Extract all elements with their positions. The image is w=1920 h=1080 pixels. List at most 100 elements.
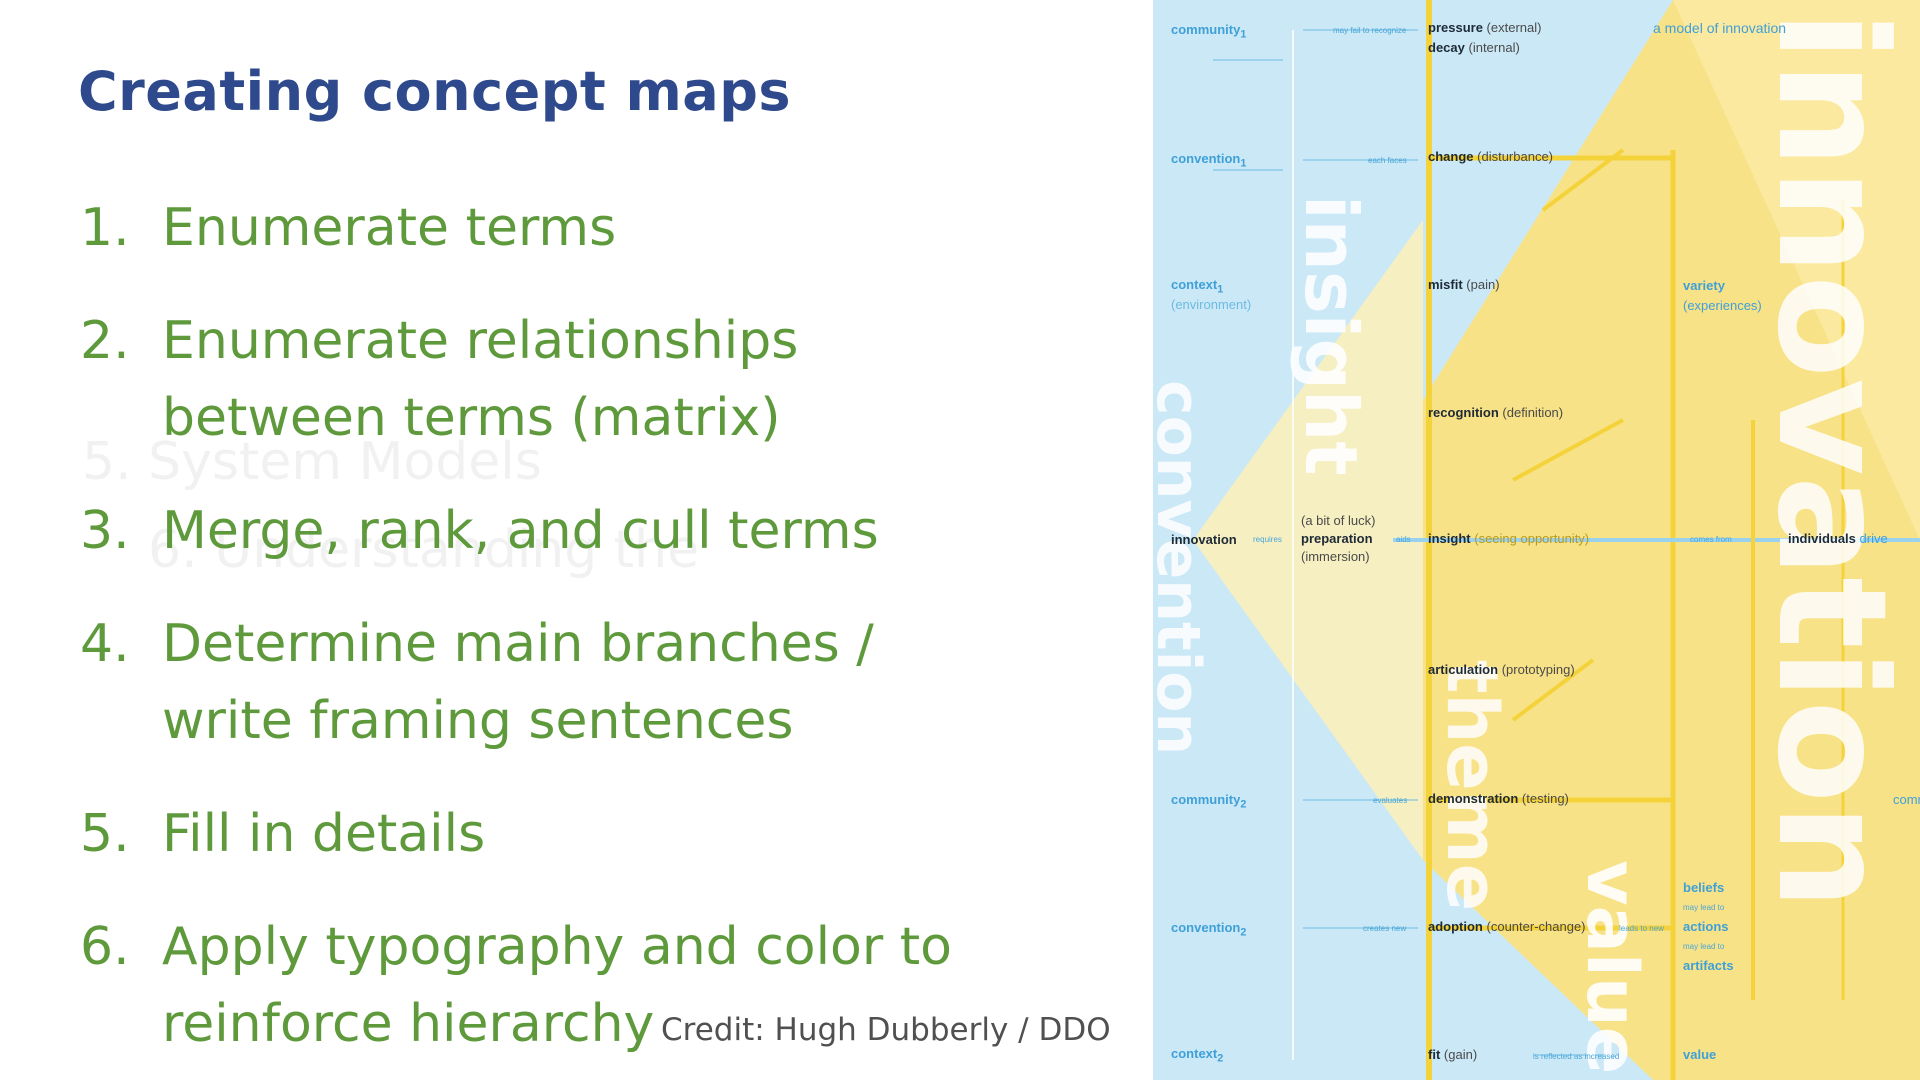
node-community-2-label: community <box>1171 792 1241 807</box>
node-change-label: change <box>1428 149 1474 164</box>
node-adoption: adoption (counter-change) <box>1428 919 1586 934</box>
node-misfit: misfit (pain) <box>1428 277 1500 292</box>
node-context-1-label: context <box>1171 277 1218 292</box>
node-individuals: individuals drive <box>1788 531 1888 546</box>
node-change: change (disturbance) <box>1428 149 1553 164</box>
step-6-number: 6. <box>80 917 130 977</box>
node-beliefs-link: may lead to <box>1683 903 1724 912</box>
node-value: value <box>1683 1047 1716 1062</box>
big-word-theme: theme <box>1431 660 1513 912</box>
node-community-1-sub: 1 <box>1240 28 1247 41</box>
credit-text: Credit: Hugh Dubberly / DDO <box>661 1012 1111 1048</box>
link-may-fail: may fail to recognize <box>1333 26 1406 35</box>
slide-title: Creating concept maps <box>78 60 792 123</box>
node-recognition: recognition (definition) <box>1428 405 1563 420</box>
node-convention-2-sub: 2 <box>1240 926 1247 939</box>
step-3-text: Merge, rank, and cull terms <box>162 493 1100 570</box>
node-variety-label: variety <box>1683 278 1725 293</box>
node-beliefs-link-text: may lead to <box>1683 903 1725 912</box>
node-pressure-label: pressure <box>1428 20 1483 35</box>
step-2-number: 2. <box>80 311 130 371</box>
ghost-text-1: 5. System Models <box>82 432 542 492</box>
link-evaluates-text: evaluates <box>1373 796 1408 805</box>
link-evaluates: evaluates <box>1373 796 1407 805</box>
node-context-1-paren: (environment) <box>1171 297 1251 312</box>
step-3-number: 3. <box>80 501 130 561</box>
big-word-innovation: innovation <box>1744 10 1918 910</box>
step-4-number: 4. <box>80 614 130 674</box>
node-beliefs: beliefs <box>1683 880 1724 895</box>
node-preparation: (a bit of luck) preparation (immersion) <box>1301 512 1375 566</box>
step-2-line-1: Enumerate relationships <box>162 311 799 371</box>
node-context-2: context2 <box>1171 1046 1223 1065</box>
node-fit-label: fit <box>1428 1047 1441 1062</box>
step-4-text: Determine main branches / write framing … <box>162 606 1100 760</box>
link-creates-new-text: creates new <box>1363 924 1407 933</box>
link-aids-text: aids <box>1396 535 1411 544</box>
step-2-text: Enumerate relationships between terms (m… <box>162 303 1100 457</box>
step-6-line-1: Apply typography and color to <box>162 917 952 977</box>
link-aids: aids <box>1396 535 1411 544</box>
node-articulation-paren: (prototyping) <box>1501 662 1575 677</box>
node-actions-label: actions <box>1683 919 1729 934</box>
node-demonstration: demonstration (testing) <box>1428 791 1569 806</box>
node-decay-label: decay <box>1428 40 1465 55</box>
node-recognition-label: recognition <box>1428 405 1499 420</box>
link-reflected: is reflected as increased <box>1533 1052 1619 1061</box>
step-2: 2. Enumerate relationships between terms… <box>80 303 1100 457</box>
node-context-1-paren-text: (environment) <box>1171 297 1252 312</box>
node-recognition-paren: (definition) <box>1502 405 1564 420</box>
node-misfit-paren: (pain) <box>1466 277 1500 292</box>
node-innovation: innovation <box>1171 532 1237 547</box>
node-beliefs-label: beliefs <box>1683 880 1725 895</box>
node-preparation-pre: (a bit of luck) <box>1301 513 1376 528</box>
node-artifacts: artifacts <box>1683 958 1734 973</box>
step-5-number: 5. <box>80 804 130 864</box>
node-artifacts-label: artifacts <box>1683 958 1734 973</box>
node-misfit-label: misfit <box>1428 277 1463 292</box>
link-comes-from-text: comes from <box>1690 535 1732 544</box>
node-pressure: pressure (external) <box>1428 20 1541 35</box>
step-3-line-1: Merge, rank, and cull terms <box>162 501 879 561</box>
link-requires: requires <box>1253 535 1282 544</box>
node-preparation-label: preparation <box>1301 531 1373 546</box>
link-requires-text: requires <box>1253 535 1282 544</box>
node-actions: actions <box>1683 919 1729 934</box>
link-leads-to-new: leads to new <box>1619 924 1664 933</box>
link-may-fail-text: may fail to recognize <box>1333 26 1407 35</box>
node-individuals-label: individuals <box>1788 531 1856 546</box>
node-fit: fit (gain) <box>1428 1047 1477 1062</box>
node-actions-link: may lead to <box>1683 942 1724 951</box>
ghost-text-2: 6. Understanding the <box>148 520 700 580</box>
step-2-line-2: between terms (matrix) <box>162 388 781 448</box>
node-convention-1: convention1 <box>1171 151 1246 170</box>
step-4-line-1: Determine main branches / <box>162 614 874 674</box>
step-6-line-2: reinforce hierarchy <box>162 994 655 1054</box>
node-convention-2-label: convention <box>1171 920 1241 935</box>
node-community-cut-text: commu <box>1893 792 1920 807</box>
step-1: 1. Enumerate terms <box>80 190 1100 267</box>
step-5-line-1: Fill in details <box>162 804 486 864</box>
node-articulation: articulation (prototyping) <box>1428 662 1575 677</box>
node-convention-2: convention2 <box>1171 920 1246 939</box>
node-community-2-sub: 2 <box>1240 798 1247 811</box>
node-value-label: value <box>1683 1047 1717 1062</box>
step-5: 5. Fill in details <box>80 796 1100 873</box>
node-pressure-paren: (external) <box>1486 20 1542 35</box>
node-decay: decay (internal) <box>1428 40 1520 55</box>
model-title: a model of innovation <box>1653 20 1786 36</box>
big-word-value: value <box>1571 860 1653 1075</box>
node-context-1: context1 <box>1171 277 1223 296</box>
step-1-line-1: Enumerate terms <box>162 198 617 258</box>
node-community-2: community2 <box>1171 792 1246 811</box>
node-context-2-sub: 2 <box>1217 1052 1224 1065</box>
step-4: 4. Determine main branches / write frami… <box>80 606 1100 760</box>
node-adoption-label: adoption <box>1428 919 1483 934</box>
node-insight-paren: (seeing opportunity) <box>1474 531 1590 546</box>
node-preparation-paren: (immersion) <box>1301 549 1370 564</box>
link-reflected-text: is reflected as increased <box>1533 1052 1620 1061</box>
link-leads-to-new-text: leads to new <box>1619 924 1664 933</box>
node-change-paren: (disturbance) <box>1477 149 1554 164</box>
node-variety-paren-text: (experiences) <box>1683 298 1762 313</box>
node-demonstration-label: demonstration <box>1428 791 1519 806</box>
